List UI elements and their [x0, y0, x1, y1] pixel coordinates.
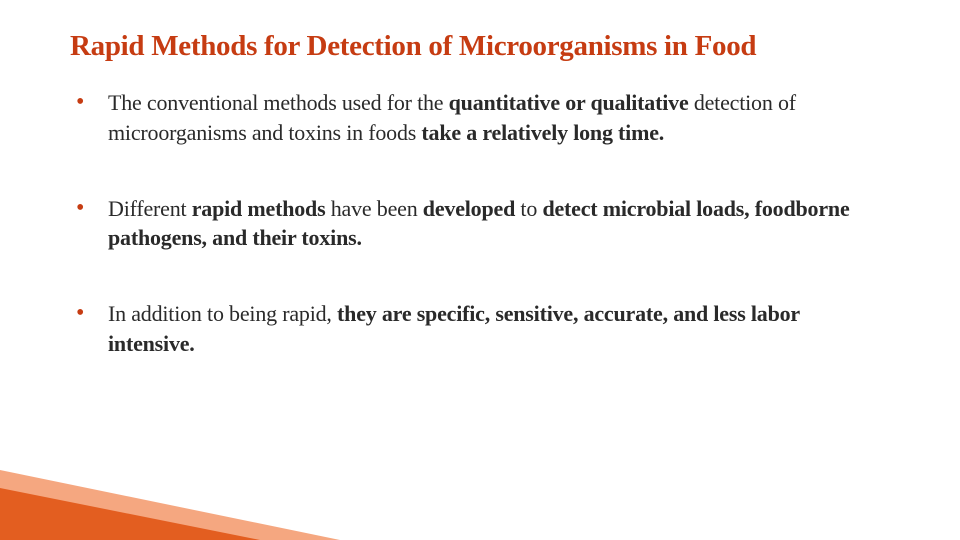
plain-text: have been: [331, 196, 423, 221]
bold-text: take a relatively long time.: [421, 120, 664, 145]
plain-text: Different: [108, 196, 192, 221]
bullet-list: The conventional methods used for the qu…: [70, 88, 890, 358]
bold-text: developed: [423, 196, 521, 221]
bullet-item: In addition to being rapid, they are spe…: [70, 299, 890, 358]
plain-text: to: [520, 196, 542, 221]
accent-triangle-dark: [0, 488, 260, 540]
slide: Rapid Methods for Detection of Microorga…: [0, 0, 960, 540]
bold-text: quantitative or qualitative: [449, 90, 694, 115]
plain-text: In addition to being rapid,: [108, 301, 337, 326]
bold-text: rapid methods: [192, 196, 331, 221]
slide-title: Rapid Methods for Detection of Microorga…: [70, 28, 890, 64]
bullet-item: The conventional methods used for the qu…: [70, 88, 890, 147]
plain-text: The conventional methods used for the: [108, 90, 449, 115]
bullet-item: Different rapid methods have been develo…: [70, 194, 890, 253]
